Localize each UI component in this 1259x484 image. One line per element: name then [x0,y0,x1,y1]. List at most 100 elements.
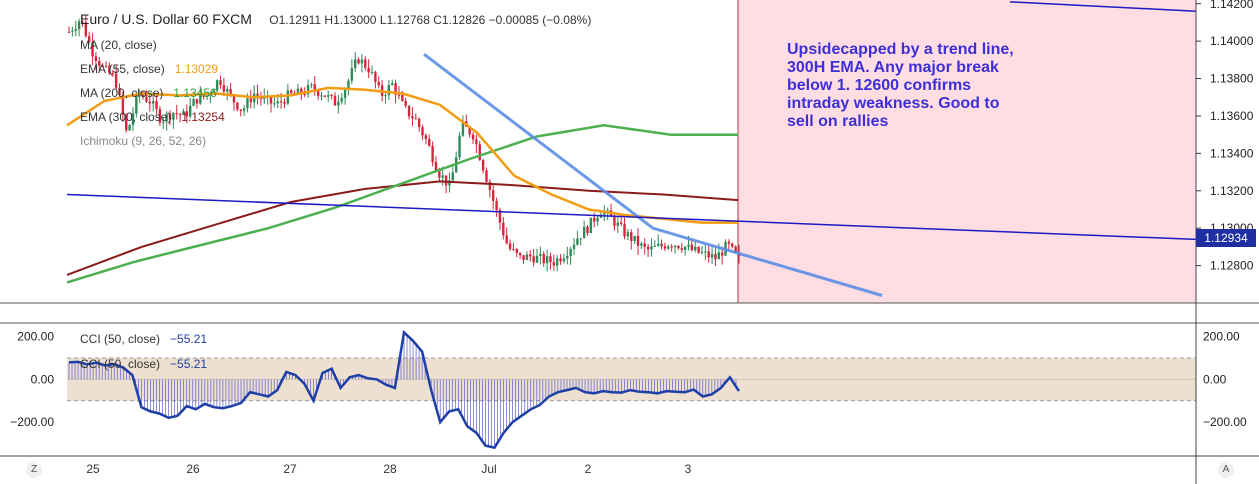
candle [232,93,236,111]
candle-body [710,254,714,258]
candle-body [525,254,529,260]
candle-body [77,21,81,29]
candle-body [411,116,414,119]
candle-body [663,246,667,249]
candle [101,63,104,68]
candle-body [148,101,152,104]
legend-label: MA (20, close) [80,38,157,52]
candle-body [488,181,492,191]
x-tick-label: 2 [585,462,592,476]
candle-body [364,59,367,68]
candle-body [131,113,135,126]
candle [434,156,438,172]
candle-body [667,246,670,249]
candle [555,255,559,272]
candle-body [155,101,158,110]
candle [529,250,532,262]
zoom-button[interactable]: Z [26,462,42,478]
candle-body [300,88,303,95]
candle-body [108,65,111,74]
candle [656,234,660,247]
cci-legend-item[interactable]: CCI (50, close) −55.21 [80,332,207,346]
cci-legend-label: CCI (50, close) [80,357,161,371]
candle [347,78,350,96]
candle [310,82,313,89]
candle [670,243,673,252]
y-tick-label: 1.14200 [1210,0,1254,11]
candle [182,108,185,116]
candle-body [428,139,431,146]
candle [114,64,118,91]
candle [505,227,508,245]
candle-body [175,113,178,115]
candle-body [444,175,448,186]
candle [603,205,606,222]
candle-body [145,97,148,102]
candle [404,97,407,109]
candle-body [559,258,562,262]
y-tick-label: 1.14000 [1210,34,1254,48]
candle-body [263,97,266,100]
candle [239,109,242,117]
candle [492,185,495,210]
candle-body [391,83,394,85]
candle-body [646,246,650,250]
candle-body [229,88,232,95]
candle-body [310,84,313,86]
candle-body [276,101,279,104]
candle [350,59,354,85]
candle-body [215,80,219,91]
candle [189,97,192,119]
candle-body [128,125,131,131]
candle [306,79,310,98]
candle [727,239,731,250]
candle [256,84,259,105]
candle [569,246,572,265]
candle-body [697,246,700,253]
legend-item[interactable]: EMA (300, close) 1.13254 [80,110,225,124]
cci-legend-label: CCI (50, close) [80,332,161,346]
candle-body [350,68,354,81]
candle [454,151,458,173]
candle [394,79,397,104]
candle [67,26,71,33]
cci-tick-label-right: 0.00 [1203,372,1227,386]
auto-scale-button[interactable]: A [1218,462,1234,478]
candle-body [431,145,434,163]
candle [650,238,653,257]
candle-body [653,245,657,247]
candle [391,79,394,86]
candle-body [640,243,643,246]
y-tick-label: 1.13200 [1210,184,1254,198]
candle-body [656,243,660,246]
legend-item[interactable]: MA (200, close) 1.13456 [80,86,217,100]
candle-body [485,170,488,182]
candle-body [158,109,162,123]
candle [636,228,640,255]
candle-body [616,222,619,226]
candle-body [727,241,731,244]
candle-body [492,190,495,201]
cci-line [68,329,741,450]
candle-body [720,252,724,256]
candle [428,134,431,147]
cci-tick-label-left: −200.00 [10,415,54,429]
candle-body [316,90,320,96]
candle-body [633,235,636,242]
chart-title: Euro / U.S. Dollar 60 FXCM [80,11,252,27]
legend-item[interactable]: MA (20, close) [80,38,167,52]
x-tick-label: 26 [186,462,200,476]
candle [242,104,246,116]
legend-item[interactable]: Ichimoku (9, 26, 52, 26) [80,134,216,148]
cci-legend-item[interactable]: CCI (50, close) −55.21 [80,357,207,371]
candle-body [438,170,441,178]
candle [407,105,411,120]
candle [697,246,700,254]
candle-body [508,243,512,249]
candle-body [226,88,229,92]
candle [522,255,525,265]
legend-item[interactable]: EMA (55, close) 1.13029 [80,62,218,76]
candle-body [104,65,108,67]
candle-body [495,200,498,210]
